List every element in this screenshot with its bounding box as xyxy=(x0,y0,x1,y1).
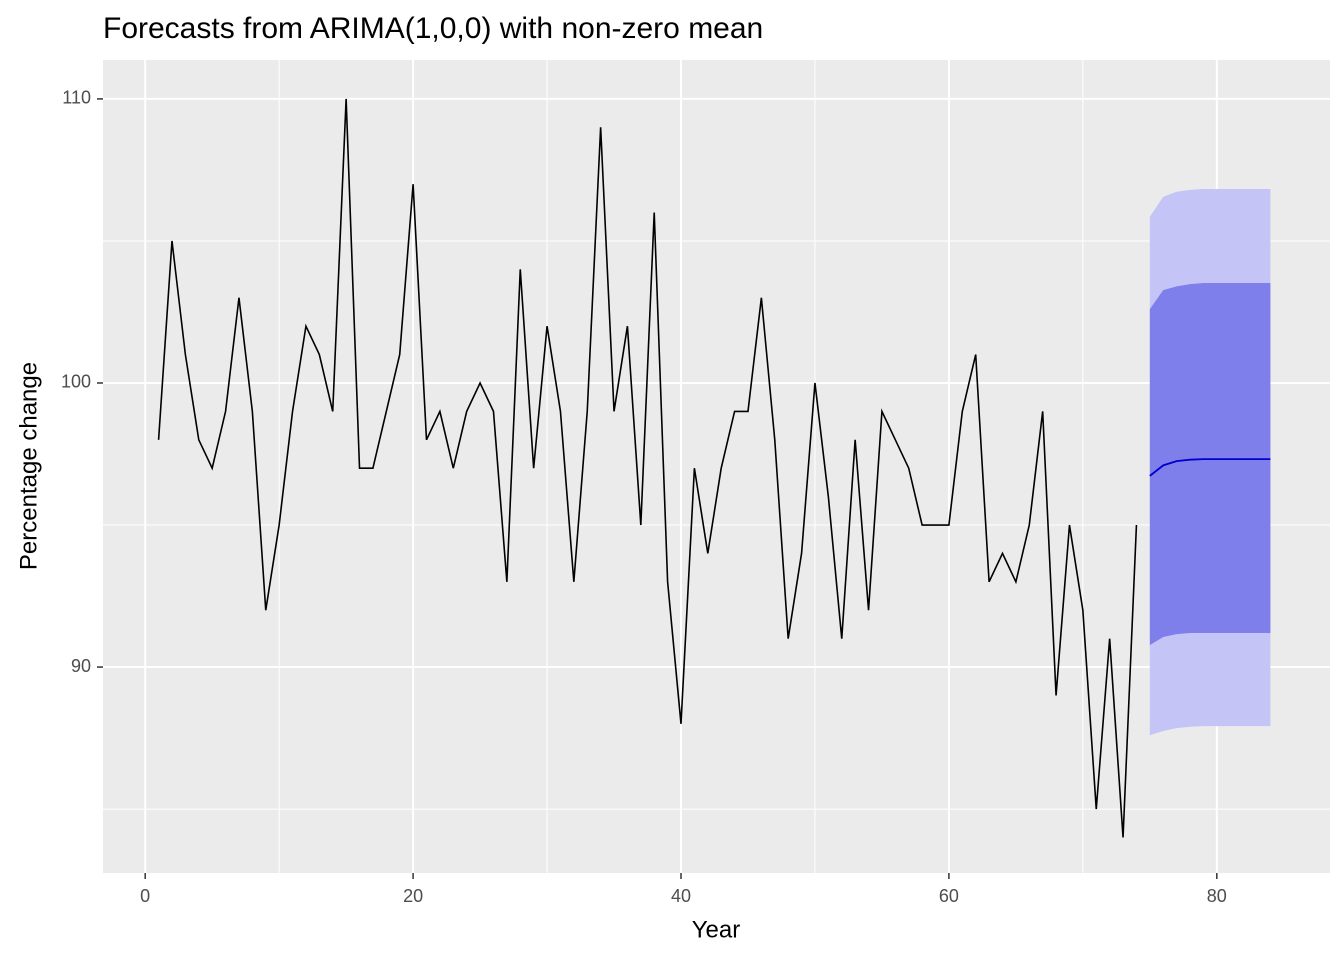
history-line xyxy=(157,98,1138,838)
y-tick-label: 100 xyxy=(61,372,91,392)
y-tick-label: 90 xyxy=(71,656,91,676)
x-tick-label: 60 xyxy=(939,886,959,906)
y-axis-label: Percentage change xyxy=(15,362,42,570)
band-80 xyxy=(1149,282,1271,646)
x-axis-label: Year xyxy=(692,916,741,943)
x-tick-label: 80 xyxy=(1207,886,1227,906)
axes: 0 20 40 60 80 90 100 110 xyxy=(61,88,1227,906)
panel xyxy=(103,60,1330,873)
x-tick-label: 20 xyxy=(403,886,423,906)
x-tick-label: 40 xyxy=(671,886,691,906)
marks xyxy=(157,98,1271,838)
chart-title: Forecasts from ARIMA(1,0,0) with non-zer… xyxy=(103,12,763,45)
y-tick-label: 110 xyxy=(62,88,91,108)
x-tick-label: 0 xyxy=(140,886,150,906)
forecast-mean-line xyxy=(1149,458,1271,477)
